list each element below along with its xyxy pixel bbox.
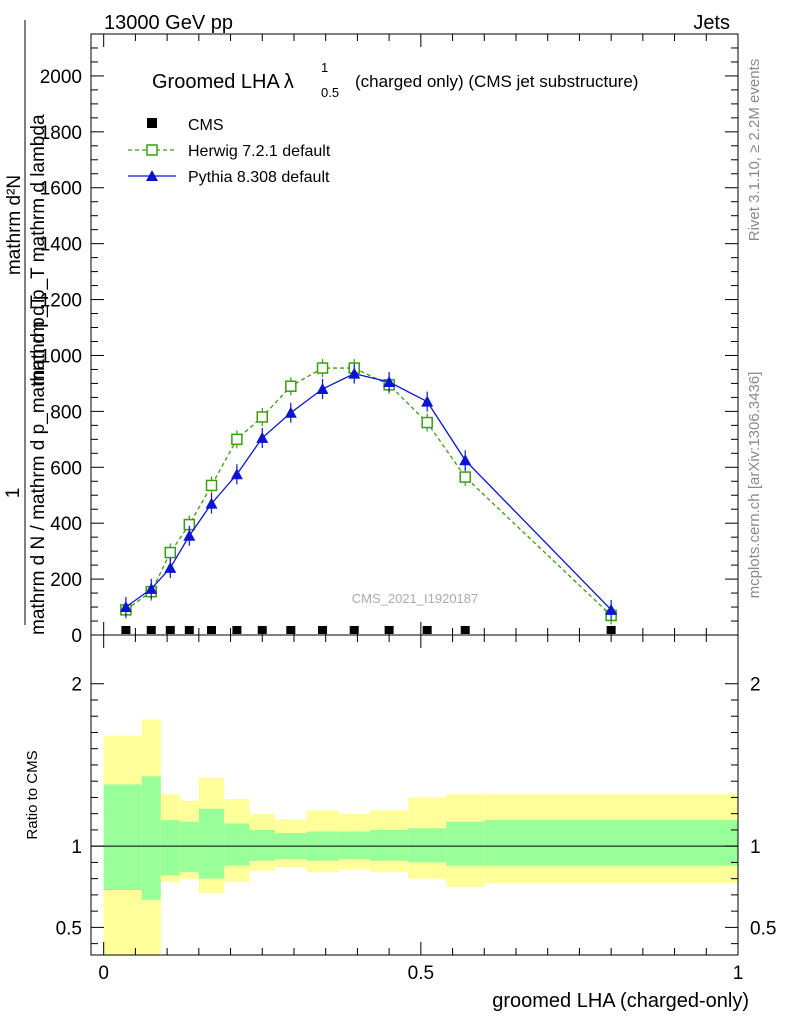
title-rest: (charged only) (CMS jet substructure) (355, 72, 638, 91)
ylabel-overlay-top: mathrm d²N (4, 175, 25, 275)
legend-cms-label: CMS (188, 117, 224, 134)
herwig-point (205, 479, 218, 492)
main-plot: 0 200 400 600 800 1000 1200 1400 1600 1800 2000 (40, 33, 739, 647)
cms-point (286, 626, 296, 634)
ratio-band-inner (224, 823, 250, 866)
ratio-band-inner (370, 829, 409, 861)
cms-point (146, 626, 156, 634)
pythia-point (183, 529, 196, 541)
herwig-point (256, 411, 269, 423)
ylabel-overlay-bottom: mathrm d p_T mathrm d lambda (28, 114, 49, 385)
ylabel-denominator: mathrm d N / mathrm d p_mathrm d p_T (28, 295, 49, 635)
ratio-band-inner (484, 820, 738, 866)
ratio-band-inner (103, 784, 142, 891)
pythia-point (421, 395, 434, 407)
ratio-band-inner (141, 776, 161, 900)
x-tick-label: 0 (98, 963, 109, 984)
ratio-frame (90, 634, 739, 956)
legend-pythia-label: Pythia 8.308 default (188, 169, 330, 186)
cms-point (422, 626, 432, 634)
ratio-y-tick-label: 2 (71, 675, 82, 696)
pythia-line (125, 372, 612, 611)
legend-herwig-marker (146, 144, 158, 156)
header-right: Jets (693, 12, 730, 34)
cms-point (318, 626, 328, 634)
legend-cms-marker (147, 118, 157, 128)
title-main: Groomed LHA (152, 71, 280, 93)
x-tick-label: 0.5 (408, 963, 434, 984)
pythia-point (205, 497, 218, 509)
y-tick-label: 0 (71, 626, 82, 647)
title-lambda: λ (284, 71, 294, 93)
x-axis-label: groomed LHA (charged-only) (492, 990, 749, 1012)
y-tick-label: 800 (50, 402, 82, 423)
pythia-point (284, 406, 297, 418)
y-tick-label: 1400 (40, 235, 82, 256)
cms-point (349, 626, 359, 634)
y-tick-label: 1800 (40, 123, 82, 144)
plot-title: Groomed LHA λ (152, 71, 294, 93)
pythia-point (256, 431, 269, 443)
ratio-band-inner (179, 821, 199, 873)
pythia-point (459, 454, 472, 466)
rivet-label: Rivet 3.1.10, ≥ 2.2M events (746, 59, 763, 242)
herwig-point (459, 471, 471, 483)
y-tick-label: 400 (50, 514, 82, 535)
pythia-point (605, 603, 618, 615)
cms-point (184, 626, 194, 634)
ratio-plot: 0.5 0.5 1 1 2 2 0 0.5 1 (56, 634, 776, 984)
pythia-point (145, 582, 158, 594)
herwig-point (421, 416, 433, 429)
cms-point (232, 626, 242, 634)
cms-point (165, 626, 175, 634)
main-ylabel: mathrm d²N mathrm d p_T mathrm d lambda … (3, 20, 49, 635)
y-tick-label: 1200 (40, 291, 82, 312)
ratio-y-tick-label: 0.5 (56, 918, 82, 939)
ratio-band-inner (160, 820, 180, 876)
cms-point (121, 626, 131, 634)
analysis-watermark: CMS_2021_I1920187 (352, 591, 479, 606)
cms-point (460, 626, 470, 634)
herwig-line (125, 367, 612, 616)
herwig-point (164, 546, 177, 559)
pythia-point (348, 367, 361, 379)
pythia-point (230, 468, 243, 480)
y-tick-label: 600 (50, 458, 82, 479)
y-tick-label: 2000 (40, 67, 82, 88)
ratio-band-inner (408, 828, 447, 863)
legend-pythia-marker (146, 170, 158, 181)
ylabel-numerator: 1 (3, 488, 24, 499)
pythia-point (316, 383, 329, 395)
legend-herwig-label: Herwig 7.2.1 default (188, 143, 331, 160)
ratio-y-tick-label: 1 (71, 837, 82, 858)
legend: CMS Herwig 7.2.1 default Pythia 8.308 de… (128, 117, 331, 186)
ratio-band-inner (198, 808, 225, 879)
ratio-y-tick-label-right: 0.5 (750, 918, 776, 939)
herwig-point (231, 433, 243, 446)
ratio-y-tick-label-right: 1 (750, 837, 761, 858)
y-tick-label: 200 (50, 570, 82, 591)
ratio-y-tick-label-right: 2 (750, 675, 761, 696)
ratio-ylabel: Ratio to CMS (24, 750, 41, 839)
ratio-band-inner (446, 821, 485, 866)
header-left: 13000 GeV pp (104, 12, 233, 34)
herwig-point (316, 362, 329, 374)
ratio-band-inner (249, 829, 275, 861)
pythia-point (164, 561, 177, 573)
x-tick-label: 1 (733, 963, 744, 984)
y-tick-label: 1600 (40, 179, 82, 200)
mcplots-label: mcplots.cern.ch [arXiv:1306.3436] (746, 372, 763, 599)
ratio-band-inner (338, 831, 371, 860)
title-sup: 1 (321, 60, 328, 75)
title-sub: 0.5 (321, 85, 339, 100)
herwig-point (285, 380, 297, 392)
cms-point (207, 626, 217, 634)
pythia-point (383, 376, 396, 388)
pythia-point (119, 601, 132, 613)
y-tick-label: 1000 (40, 346, 82, 367)
